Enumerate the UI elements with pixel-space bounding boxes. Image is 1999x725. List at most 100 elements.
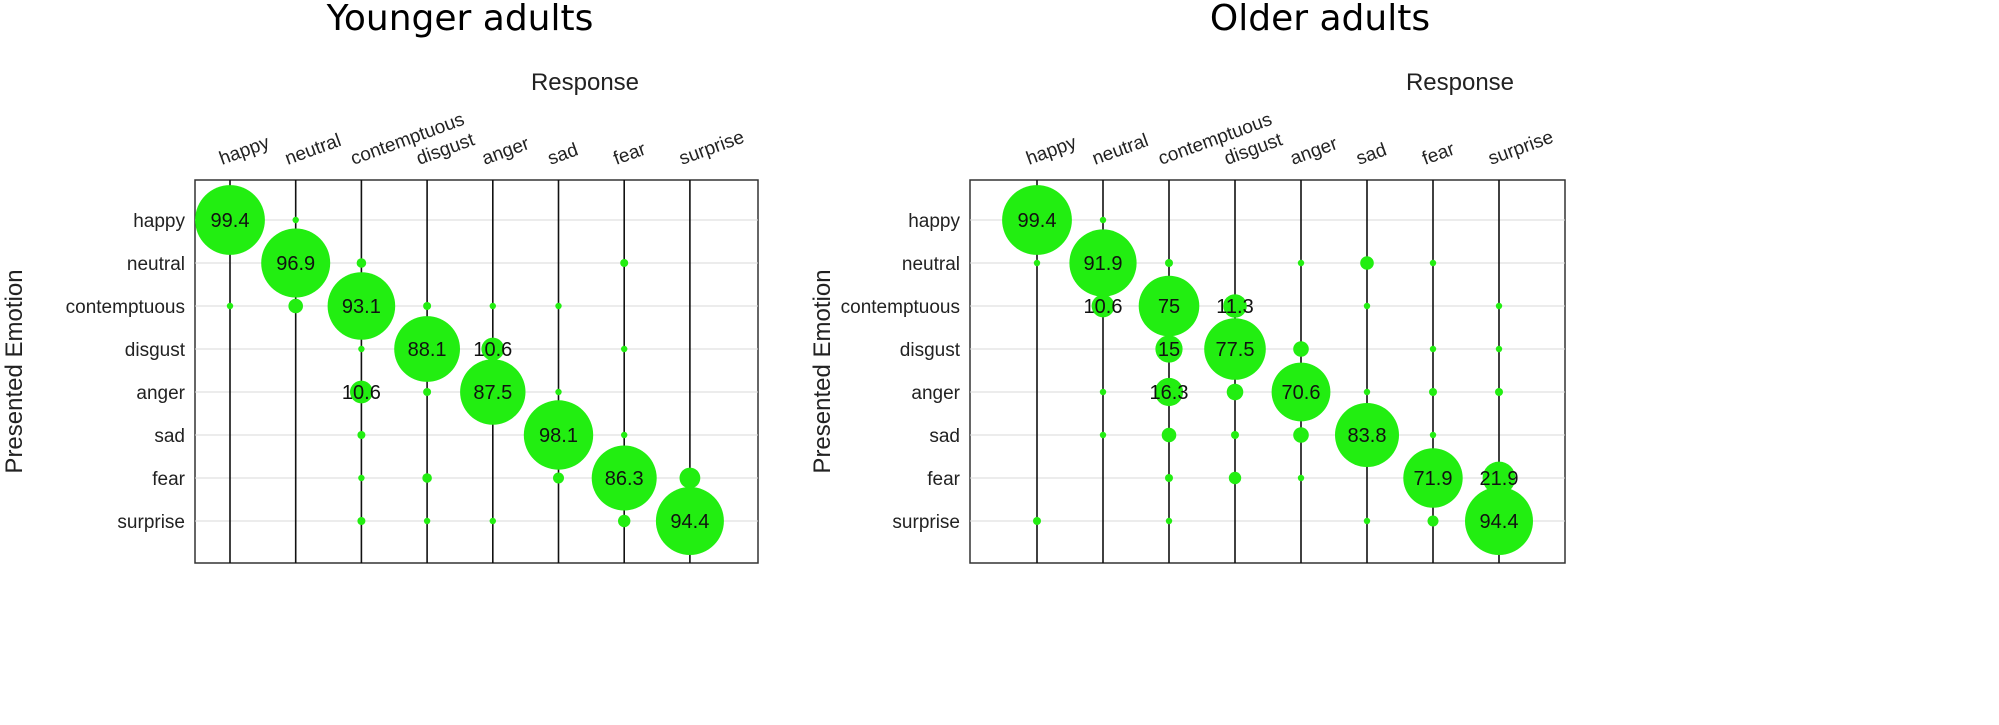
row-tick-label: contemptuous — [841, 297, 960, 318]
bubble — [356, 258, 367, 268]
cell-value-label: 96.9 — [276, 253, 315, 275]
bubble — [679, 467, 701, 489]
cell-value-label: 15 — [1158, 339, 1180, 361]
cell-value-label: 10.6 — [1084, 296, 1123, 318]
bubble — [553, 472, 564, 484]
bubble — [1297, 474, 1305, 482]
bubble — [1429, 345, 1437, 353]
panel-title: Younger adults — [326, 0, 594, 39]
bubble — [1033, 517, 1041, 525]
cell-value-label: 10.6 — [473, 339, 512, 361]
bubble — [1091, 294, 1115, 318]
bubble — [591, 445, 657, 511]
bubble — [357, 517, 366, 525]
bubble — [1429, 259, 1437, 267]
cell-value-label: 71.9 — [1414, 468, 1453, 490]
y-axis-title: Presented Emotion — [809, 269, 836, 473]
row-tick-label: fear — [927, 469, 960, 490]
column-tick-label: surprise — [1486, 127, 1557, 170]
bubble — [1293, 427, 1309, 443]
bubble — [489, 302, 496, 310]
bubble — [620, 259, 629, 267]
column-tick-label: fear — [1420, 139, 1459, 170]
bubble — [1495, 388, 1503, 396]
bubble — [655, 487, 724, 555]
column-tick-label: sad — [545, 139, 581, 169]
bubble — [1293, 341, 1309, 357]
bubble — [350, 380, 373, 404]
cell-value-label: 21.9 — [1480, 468, 1519, 490]
row-tick-label: disgust — [900, 340, 961, 361]
column-tick-label: neutral — [282, 130, 344, 170]
cell-value-label: 94.4 — [670, 511, 709, 533]
cell-value-label: 77.5 — [1216, 339, 1255, 361]
bubble — [1363, 388, 1371, 396]
row-tick-label: anger — [136, 383, 185, 404]
bubble — [1002, 185, 1072, 255]
row-tick-label: sad — [154, 426, 185, 447]
bubble — [423, 388, 432, 396]
column-tick-label: happy — [1024, 132, 1080, 170]
bubble — [1204, 318, 1266, 380]
bubble — [423, 302, 432, 310]
bubble — [1335, 403, 1399, 467]
cell-value-label: 91.9 — [1084, 253, 1123, 275]
bubble — [1482, 461, 1516, 495]
bubble — [489, 517, 496, 525]
x-axis-title: Response — [1406, 69, 1514, 96]
bubble — [423, 517, 431, 525]
panel-younger-adults: Younger adults Response Presented Emotion h… — [1, 0, 759, 564]
bubble — [394, 316, 460, 382]
bubble — [1033, 259, 1041, 267]
column-tick-label: anger — [1288, 133, 1341, 170]
bubble — [358, 345, 365, 353]
bubble — [1165, 474, 1173, 482]
column-tick-label: neutral — [1090, 130, 1152, 170]
bubble — [1271, 362, 1331, 422]
bubble — [1223, 294, 1247, 318]
y-axis-title: Presented Emotion — [1, 269, 28, 473]
bubble — [1099, 388, 1107, 396]
panel-older-adults: Older adults Response Presented Emotion hap… — [809, 0, 1566, 564]
column-tick-label: happy — [217, 132, 273, 170]
cell-value-label: 10.6 — [342, 382, 381, 404]
bubble — [1231, 431, 1239, 439]
cell-value-label: 70.6 — [1282, 382, 1321, 404]
cell-value-label: 94.4 — [1480, 511, 1519, 533]
bubble — [1228, 471, 1242, 485]
bubble — [1360, 256, 1374, 270]
bubble — [1069, 229, 1137, 297]
cell-value-label: 83.8 — [1348, 425, 1387, 447]
bubble — [1363, 517, 1371, 525]
bubble — [292, 216, 299, 224]
column-tick-label: anger — [479, 133, 532, 170]
cell-value-label: 88.1 — [408, 339, 447, 361]
bubble — [327, 272, 396, 340]
bubble — [1403, 448, 1463, 508]
bubble — [195, 185, 265, 255]
bubble — [1429, 431, 1437, 439]
bubble — [1155, 335, 1183, 363]
cell-value-label: 86.3 — [605, 468, 644, 490]
bubble — [460, 359, 526, 425]
bubble — [226, 302, 234, 310]
row-tick-label: neutral — [127, 254, 185, 275]
bubble — [1297, 259, 1305, 267]
cell-value-label: 93.1 — [342, 296, 381, 318]
bubble — [1465, 487, 1533, 555]
column-tick-label: fear — [611, 139, 650, 170]
bubble — [1495, 302, 1503, 310]
bubble — [1495, 345, 1503, 353]
bubble — [621, 345, 628, 353]
cell-value-label: 99.4 — [1018, 210, 1057, 232]
cell-value-label: 99.4 — [211, 210, 250, 232]
row-tick-label: fear — [152, 469, 185, 490]
panel-title: Older adults — [1210, 0, 1430, 39]
bubble — [618, 514, 631, 528]
row-tick-label: contemptuous — [66, 297, 185, 318]
bubble — [1138, 275, 1200, 337]
row-tick-label: surprise — [892, 512, 960, 533]
plot-frame — [969, 179, 1566, 564]
bubble — [1154, 377, 1184, 407]
